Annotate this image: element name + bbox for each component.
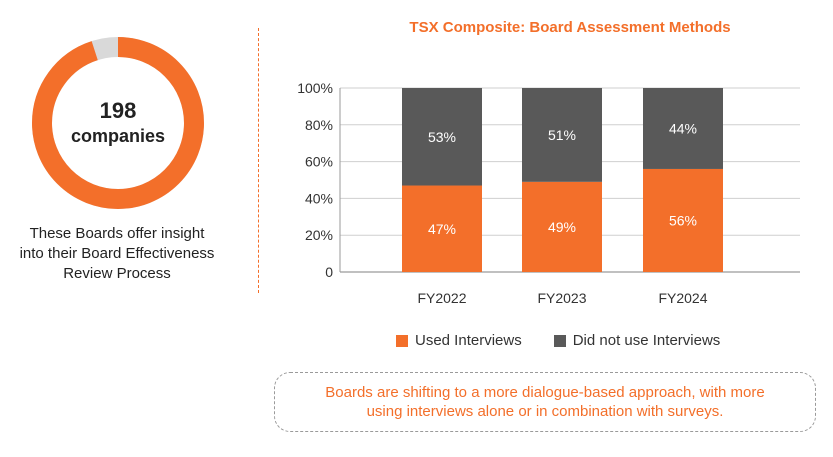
bar-data-label: 49% [548,219,576,235]
bar-used-interviews-fy2024 [643,168,723,272]
insight-note-line: Boards are shifting to a more dialogue-b… [325,384,765,401]
summary-caption-line: into their Board Effectiveness [19,245,215,262]
legend-label: Used Interviews [415,332,522,349]
legend-swatch-used-interviews [396,334,408,347]
legend-item-did-not-use-interviews: Did not use Interviews [553,332,721,349]
section-divider [258,28,259,293]
company-count: 198 [99,98,137,123]
summary-caption-line: Review Process [63,265,171,282]
insight-note-line: using interviews alone or in combination… [366,403,724,420]
legend-label: Did not use Interviews [572,332,721,349]
summary-caption-line: These Boards offer insight [29,225,205,242]
y-tick-label: 0 [325,264,333,280]
stacked-bar-chart: 0 20% 40% 60% 80% 100% 47% 53% FY2022 49% 51% FY202… [297,80,800,306]
y-tick-label: 40% [305,190,333,206]
company-count-unit: companies [70,126,166,146]
insight-note: Boards are shifting to a more dialogue-b… [274,372,816,432]
companies-donut [32,37,204,209]
bar-used-interviews-fy2023 [522,181,602,272]
chart-legend: Used Interviews Did not use Interviews [396,332,752,349]
summary-caption: These Boards offer insight into their Bo… [0,224,234,284]
legend-swatch-did-not-use-interviews [553,334,566,347]
bar-data-label: 56% [669,212,697,228]
bar-data-label: 51% [548,127,576,143]
bar-data-label: 47% [428,221,456,237]
bar-did-not-use-interviews-fy2024 [643,88,723,169]
donut-center-label: 198 companies [28,33,208,213]
bar-did-not-use-interviews-fy2022 [402,88,482,186]
y-tick-label: 100% [297,80,333,96]
y-tick-label: 20% [305,227,333,243]
x-tick-label: FY2022 [417,290,466,306]
x-tick-label: FY2023 [537,290,586,306]
chart-title: TSX Composite: Board Assessment Methods [409,19,731,36]
donut-filled-segment [32,37,204,209]
y-tick-label: 60% [305,154,333,170]
bar-used-interviews-fy2022 [402,185,482,272]
summary-panel: 198 companies These Boards offer insight… [0,0,250,300]
x-tick-label: FY2024 [658,290,707,306]
y-tick-label: 80% [305,117,333,133]
bar-data-label: 44% [669,120,697,136]
bar-data-label: 53% [428,129,456,145]
bar-did-not-use-interviews-fy2023 [522,88,602,182]
legend-item-used-interviews: Used Interviews [396,332,522,349]
